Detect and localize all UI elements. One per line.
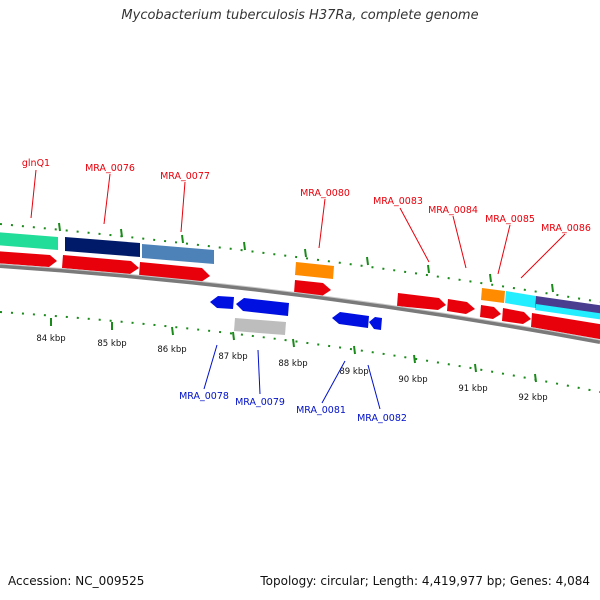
gene-arrow[interactable] xyxy=(0,251,57,267)
gene-label[interactable]: MRA_0077 xyxy=(160,171,210,182)
gene-label[interactable]: MRA_0082 xyxy=(357,413,407,424)
gene-label[interactable]: MRA_0081 xyxy=(296,405,346,416)
gene-bar[interactable] xyxy=(505,291,536,308)
tick-mark xyxy=(413,354,416,364)
callout-line xyxy=(318,198,326,249)
genome-title: Mycobacterium tuberculosis H37Ra, comple… xyxy=(121,8,479,23)
callout-line xyxy=(321,360,346,404)
callout-line xyxy=(367,364,381,410)
outer-tick-ring xyxy=(0,222,600,303)
gene-label[interactable]: MRA_0086 xyxy=(541,223,591,234)
tick-label: 92 kbp xyxy=(518,393,547,403)
callout-line xyxy=(399,207,430,263)
tick-mark xyxy=(551,283,554,293)
tick-mark xyxy=(427,264,430,274)
tick-label: 89 kbp xyxy=(339,367,368,377)
gene-arrow[interactable] xyxy=(447,299,475,314)
tick-label: 88 kbp xyxy=(278,359,307,369)
tick-mark xyxy=(489,273,492,283)
callout-line xyxy=(257,349,261,395)
gene-bar[interactable] xyxy=(481,288,505,303)
callout-line xyxy=(103,173,111,225)
tick-mark xyxy=(304,248,307,258)
gene-label[interactable]: MRA_0079 xyxy=(235,397,285,408)
gene-arrow[interactable] xyxy=(236,298,289,316)
tick-mark xyxy=(243,241,246,251)
tick-mark xyxy=(181,234,184,244)
tick-labels: 84 kbp 85 kbp 86 kbp 87 kbp 88 kbp 89 kb… xyxy=(36,334,547,403)
forward-gene-callouts xyxy=(30,169,566,279)
gene-bar[interactable] xyxy=(0,232,58,250)
forward-genes xyxy=(0,232,600,340)
gene-arrow[interactable] xyxy=(62,255,139,274)
tick-mark xyxy=(534,373,537,383)
callout-line xyxy=(452,215,467,269)
gene-arrow[interactable] xyxy=(397,293,446,310)
tick-label: 85 kbp xyxy=(97,339,126,349)
tick-mark xyxy=(353,345,356,355)
gene-label[interactable]: MRA_0084 xyxy=(428,205,478,216)
gene-arrow[interactable] xyxy=(332,312,369,328)
gene-bar[interactable] xyxy=(295,262,334,279)
reverse-genes xyxy=(210,296,382,335)
gene-arrow[interactable] xyxy=(531,313,600,340)
gene-label[interactable]: MRA_0076 xyxy=(85,163,135,174)
topology-text: Topology: circular; Length: 4,419,977 bp… xyxy=(260,574,590,588)
tick-mark xyxy=(232,331,235,341)
tick-mark xyxy=(366,256,369,266)
reverse-gene-callouts xyxy=(203,344,381,410)
callout-line xyxy=(520,233,566,279)
gene-bar[interactable] xyxy=(535,304,600,320)
callout-line xyxy=(180,181,186,233)
genome-backbone xyxy=(0,263,600,344)
tick-label: 91 kbp xyxy=(458,384,487,394)
gene-arrow[interactable] xyxy=(480,305,501,319)
callout-line xyxy=(203,344,218,390)
accession-text: Accession: NC_009525 xyxy=(8,574,145,588)
callout-line xyxy=(30,169,37,219)
gene-arrow[interactable] xyxy=(502,308,531,324)
tick-mark xyxy=(120,228,123,238)
gene-bar[interactable] xyxy=(142,244,214,264)
gene-arrow[interactable] xyxy=(294,280,331,296)
callout-line xyxy=(497,224,511,275)
tick-mark xyxy=(171,326,174,336)
gene-bar[interactable] xyxy=(65,237,140,257)
tick-label: 87 kbp xyxy=(218,352,247,362)
gene-arrow[interactable] xyxy=(210,296,234,309)
gene-arrow[interactable] xyxy=(369,317,382,330)
gene-label[interactable]: glnQ1 xyxy=(22,158,50,169)
tick-label: 86 kbp xyxy=(157,345,186,355)
forward-gene-labels: glnQ1 MRA_0076 MRA_0077 MRA_0080 MRA_008… xyxy=(22,158,591,234)
reverse-gene-labels: MRA_0078 MRA_0079 MRA_0081 MRA_0082 xyxy=(179,391,407,424)
inner-tick-ring xyxy=(0,311,600,393)
tick-mark xyxy=(292,338,295,348)
gene-label[interactable]: MRA_0083 xyxy=(373,196,423,207)
gene-label[interactable]: MRA_0078 xyxy=(179,391,229,402)
tick-label: 84 kbp xyxy=(36,334,65,344)
gene-label[interactable]: MRA_0080 xyxy=(300,188,350,199)
tick-mark xyxy=(474,363,477,373)
tick-mark xyxy=(58,222,61,232)
tick-label: 90 kbp xyxy=(398,375,427,385)
gene-bar[interactable] xyxy=(234,318,286,335)
gene-label[interactable]: MRA_0085 xyxy=(485,214,535,225)
